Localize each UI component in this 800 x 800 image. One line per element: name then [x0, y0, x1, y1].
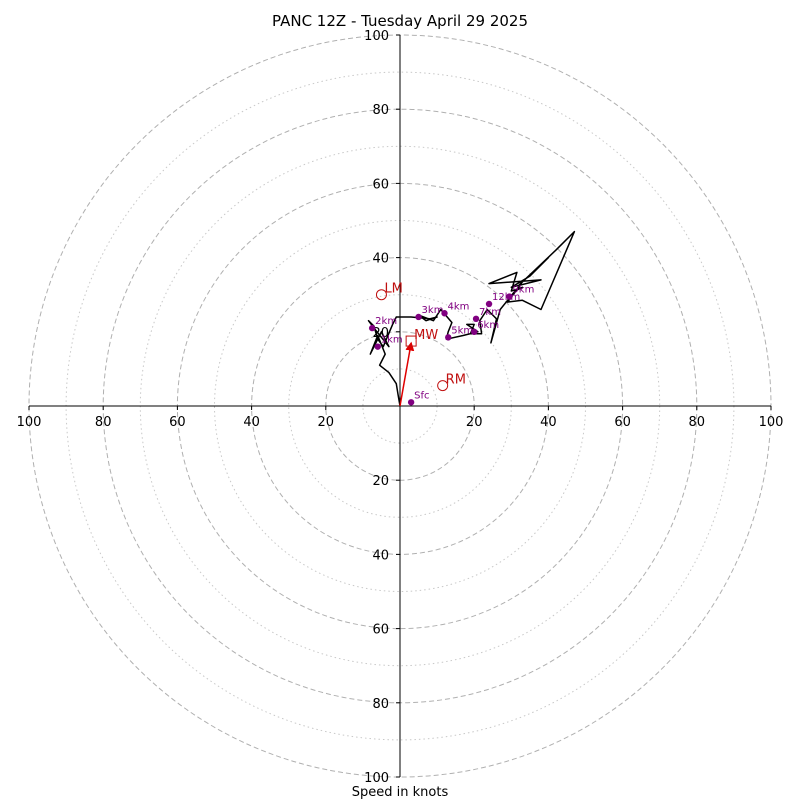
storm-motion-vector: [399, 341, 415, 407]
mean-wind-marker: [405, 335, 417, 347]
height-marker: [445, 334, 452, 341]
height-label: 5km: [451, 325, 473, 336]
height-marker: [472, 315, 480, 323]
x-tick-label: 20: [318, 415, 335, 430]
height-marker: [415, 313, 422, 321]
height-marker: [374, 343, 381, 350]
hodograph-trace: [367, 230, 576, 407]
x-tick-label: 40: [243, 415, 260, 430]
y-tick-label: 80: [372, 103, 389, 118]
height-label: 1km: [381, 335, 403, 346]
height-marker: [485, 300, 493, 308]
storm-motion-marker: [437, 380, 449, 392]
x-tick-label: 60: [169, 415, 186, 430]
height-marker: [471, 328, 478, 335]
height-label: 12km: [492, 292, 520, 303]
height-label: 4km: [448, 301, 470, 312]
y-tick-label: 40: [372, 548, 389, 563]
y-tick-label: 40: [372, 252, 389, 267]
x-tick-label: 100: [17, 415, 42, 430]
height-marker: [506, 293, 513, 300]
x-tick-label: 80: [95, 415, 112, 430]
height-label: 9km: [512, 285, 534, 296]
y-tick-label: 20: [372, 474, 389, 489]
x-axis-label: Speed in knots: [352, 785, 449, 800]
y-tick-label: 60: [372, 177, 389, 192]
x-tick-label: 60: [614, 415, 631, 430]
x-tick-label: 80: [689, 415, 706, 430]
height-marker: [441, 310, 448, 317]
storm-motion-label: MW: [414, 328, 438, 343]
y-tick-label: 80: [372, 697, 389, 712]
storm-motion-label: RM: [446, 373, 466, 388]
x-tick-label: 40: [540, 415, 557, 430]
y-tick-label: 100: [364, 29, 389, 44]
height-marker: [368, 324, 376, 332]
height-label: Sfc: [414, 390, 429, 401]
storm-motion-label: LM: [384, 282, 402, 297]
x-tick-label: 20: [466, 415, 483, 430]
y-tick-label: 100: [364, 771, 389, 786]
height-label: 6km: [477, 320, 499, 331]
storm-motion-marker: [375, 289, 387, 301]
height-label: 2km: [375, 316, 397, 327]
chart-title: PANC 12Z - Tuesday April 29 2025: [272, 12, 528, 30]
x-tick-label: 100: [759, 415, 784, 430]
height-label: 3km: [422, 305, 444, 316]
height-label: 7km: [479, 307, 501, 318]
height-marker: [407, 399, 415, 406]
y-tick-label: 60: [372, 623, 389, 638]
